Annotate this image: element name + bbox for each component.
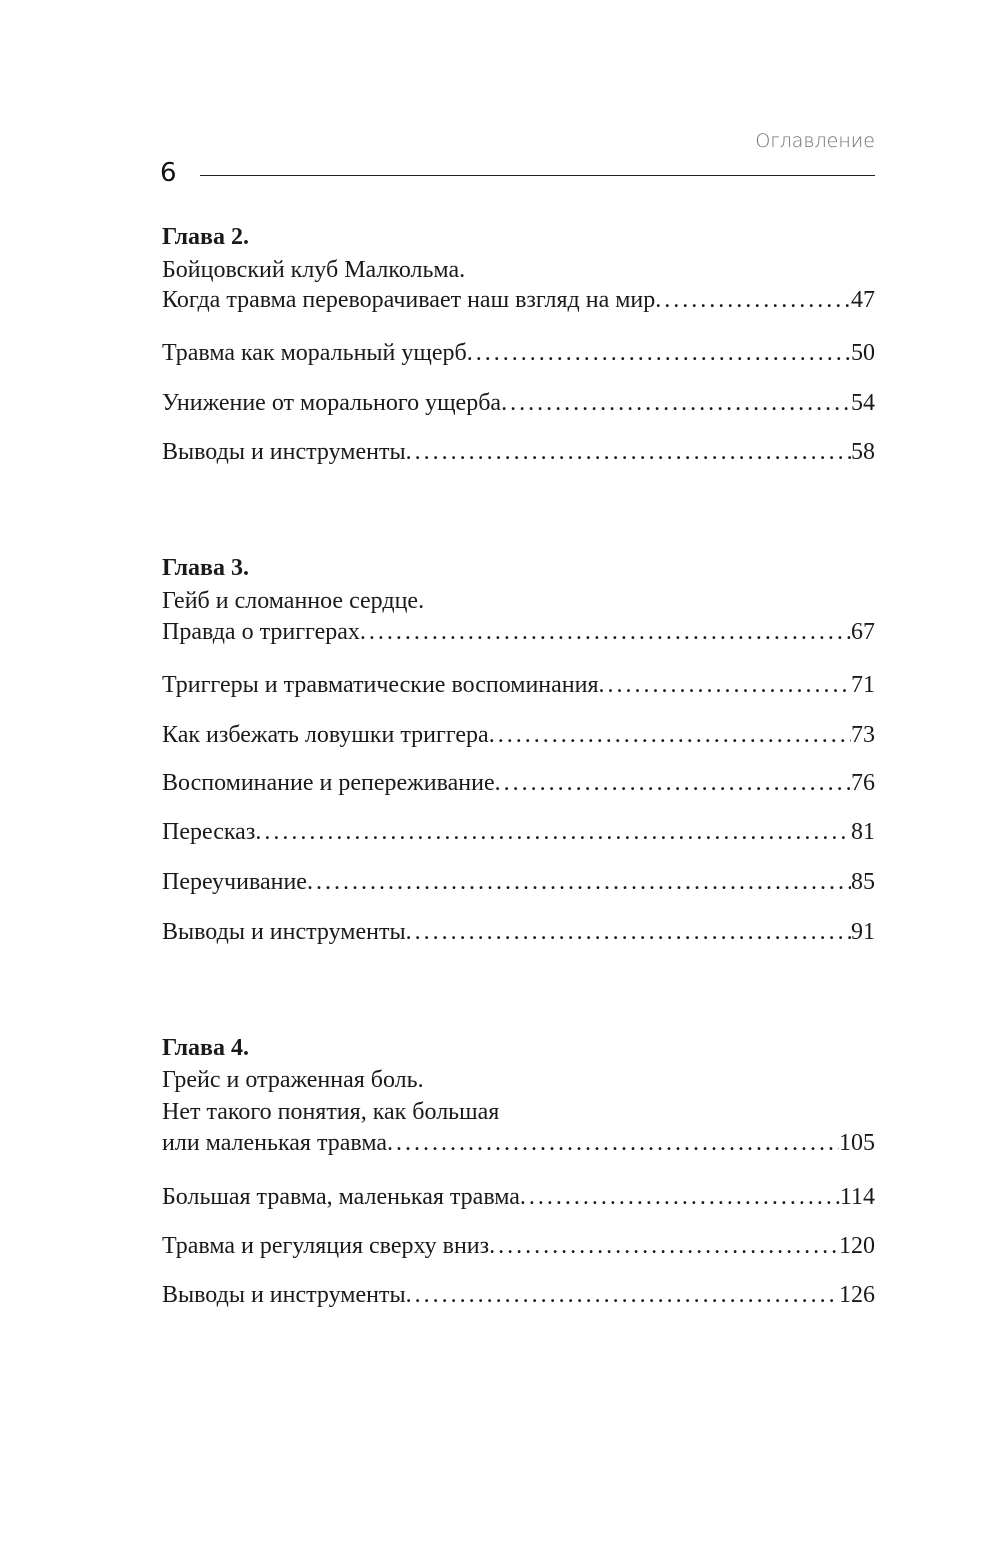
dot-leader xyxy=(406,436,851,468)
entry-page: 105 xyxy=(839,1130,875,1156)
entry-title: Когда травма переворачивает наш взгляд н… xyxy=(162,287,656,313)
dot-leader xyxy=(489,1230,839,1262)
chapter-title: Нет такого понятия, как большая xyxy=(162,1099,500,1125)
entry-title: Пересказ xyxy=(162,819,256,845)
entry-page: 85 xyxy=(851,869,875,895)
entry-title: Травма и регуляция сверху вниз xyxy=(162,1233,490,1259)
entry-title: Воспоминание и репереживание xyxy=(162,770,495,796)
dot-leader xyxy=(501,387,851,419)
entry-page: 76 xyxy=(851,770,875,796)
toc-entry[interactable]: Триггеры и травматические воспоминания 71 xyxy=(162,669,875,701)
entry-title: Выводы и инструменты xyxy=(162,1282,406,1308)
entry-title: Выводы и инструменты xyxy=(162,919,406,945)
entry-title: Унижение от морального ущерба xyxy=(162,390,502,416)
entry-page: 47 xyxy=(851,287,875,313)
chapter-heading: Глава 4. xyxy=(162,1035,249,1061)
header-rule xyxy=(200,175,875,176)
chapter-title: Гейб и сломанное сердце. xyxy=(162,588,425,614)
entry-title: Правда о триггерах xyxy=(162,619,360,645)
toc-entry[interactable]: Правда о триггерах 67 xyxy=(162,616,875,648)
toc-entry[interactable]: Большая травма, маленькая травма 114 xyxy=(162,1181,875,1213)
toc-entry[interactable]: Выводы и инструменты 58 xyxy=(162,436,875,468)
dot-leader xyxy=(360,616,851,648)
entry-title: Как избежать ловушки триггера xyxy=(162,722,489,748)
chapter-heading: Глава 2. xyxy=(162,224,249,250)
dot-leader xyxy=(387,1127,839,1159)
entry-page: 114 xyxy=(839,1184,875,1210)
entry-title: или маленькая травма xyxy=(162,1130,387,1156)
dot-leader xyxy=(489,719,851,751)
entry-page: 81 xyxy=(851,819,875,845)
toc-entry[interactable]: Унижение от морального ущерба 54 xyxy=(162,387,875,419)
entry-title: Триггеры и травматические воспоминания xyxy=(162,672,599,698)
chapter-heading: Глава 3. xyxy=(162,555,249,581)
entry-page: 126 xyxy=(839,1282,875,1308)
chapter-title: Грейс и отраженная боль. xyxy=(162,1067,424,1093)
dot-leader xyxy=(467,337,851,369)
entry-page: 50 xyxy=(851,340,875,366)
toc-entry[interactable]: Переучивание 85 xyxy=(162,866,875,898)
entry-page: 54 xyxy=(851,390,875,416)
dot-leader xyxy=(495,767,851,799)
entry-title: Выводы и инструменты xyxy=(162,439,406,465)
entry-title: Травма как моральный ущерб xyxy=(162,340,467,366)
chapter-title: Бойцовский клуб Малкольма. xyxy=(162,257,466,283)
toc-entry[interactable]: Как избежать ловушки триггера 73 xyxy=(162,719,875,751)
toc-entry[interactable]: Выводы и инструменты 91 xyxy=(162,916,875,948)
toc-entry[interactable]: Когда травма переворачивает наш взгляд н… xyxy=(162,284,875,316)
entry-page: 67 xyxy=(851,619,875,645)
running-header: Оглавление xyxy=(755,130,875,152)
page-number: 6 xyxy=(160,158,177,188)
entry-title: Большая травма, маленькая травма xyxy=(162,1184,520,1210)
dot-leader xyxy=(406,916,851,948)
toc-entry[interactable]: Выводы и инструменты 126 xyxy=(162,1279,875,1311)
toc-entry[interactable]: или маленькая травма 105 xyxy=(162,1127,875,1159)
toc-entry[interactable]: Травма и регуляция сверху вниз 120 xyxy=(162,1230,875,1262)
dot-leader xyxy=(406,1279,839,1311)
entry-page: 73 xyxy=(851,722,875,748)
toc-entry[interactable]: Воспоминание и репереживание 76 xyxy=(162,767,875,799)
dot-leader xyxy=(655,284,851,316)
entry-page: 58 xyxy=(851,439,875,465)
dot-leader xyxy=(599,669,851,701)
entry-title: Переучивание xyxy=(162,869,307,895)
dot-leader xyxy=(255,816,851,848)
dot-leader xyxy=(520,1181,840,1213)
toc-entry[interactable]: Травма как моральный ущерб 50 xyxy=(162,337,875,369)
dot-leader xyxy=(307,866,851,898)
toc-entry[interactable]: Пересказ 81 xyxy=(162,816,875,848)
entry-page: 91 xyxy=(851,919,875,945)
entry-page: 120 xyxy=(839,1233,875,1259)
entry-page: 71 xyxy=(851,672,875,698)
